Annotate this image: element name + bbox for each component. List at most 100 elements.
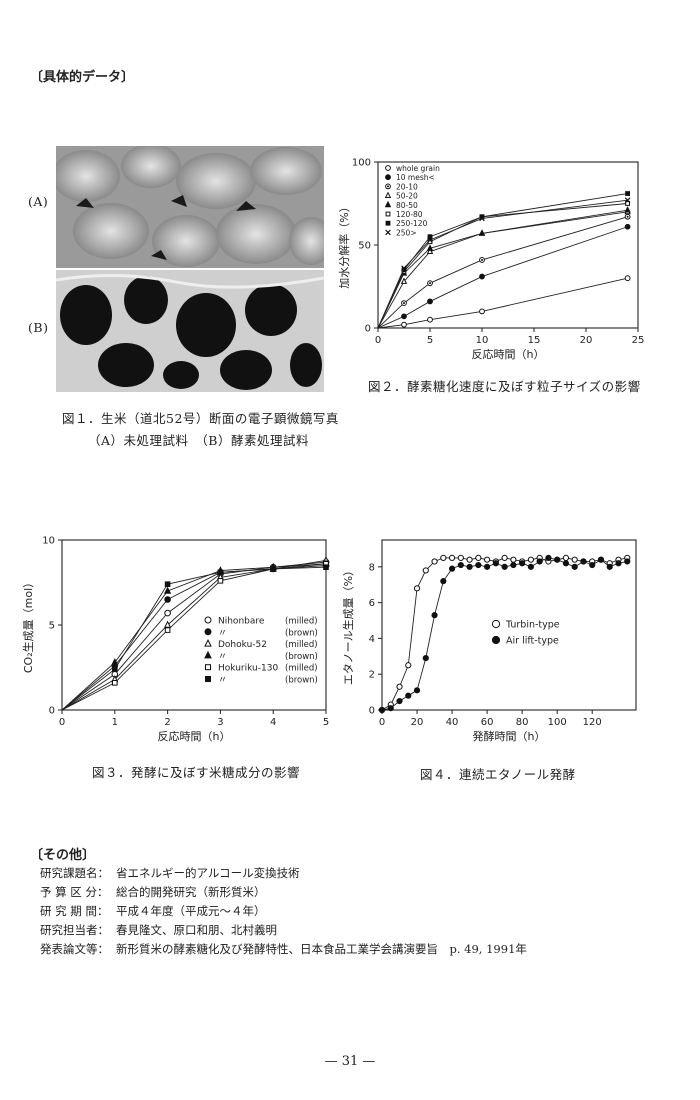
photo-b-label: (B) xyxy=(28,320,49,335)
info-key: 研究担当者： xyxy=(40,923,109,937)
data-point xyxy=(422,567,429,574)
legend-entry: 80-50 xyxy=(396,201,418,210)
x-tick-label: 10 xyxy=(476,335,489,346)
fig2-caption: 図２．酵素糖化速度に及ぼす粒子サイズの影響 xyxy=(368,379,641,394)
x-tick-label: 120 xyxy=(583,717,602,728)
series-line xyxy=(377,277,628,329)
legend-entry: whole grain xyxy=(396,164,440,173)
data-point xyxy=(384,200,392,208)
x-tick-label: 5 xyxy=(427,335,433,346)
data-point xyxy=(440,554,447,561)
x-tick-label: 3 xyxy=(217,717,223,728)
x-tick-label: 100 xyxy=(548,717,567,728)
x-tick-label: 80 xyxy=(516,717,529,728)
y-tick-label: 8 xyxy=(369,562,375,573)
legend-entry: Nihonbare xyxy=(218,617,265,627)
data-point xyxy=(385,165,391,171)
series-line xyxy=(381,557,628,711)
data-point xyxy=(484,563,491,570)
data-point xyxy=(205,676,211,682)
x-tick-label: 20 xyxy=(580,335,593,346)
data-point xyxy=(378,706,386,714)
data-point xyxy=(501,554,508,561)
data-point xyxy=(204,616,212,624)
legend-entry: 〃 xyxy=(218,676,227,686)
info-value: 総合的開発研究（新形質米） xyxy=(116,885,266,899)
data-point xyxy=(491,635,501,645)
info-value: 平成４年度（平成元～４年） xyxy=(116,904,266,918)
legend-entry: 50-20 xyxy=(396,192,418,201)
data-point xyxy=(384,191,392,198)
data-point xyxy=(427,237,433,243)
data-point xyxy=(112,666,118,672)
legend-entry: 250-120 xyxy=(396,219,428,228)
y-tick-label: 6 xyxy=(369,598,375,609)
data-point xyxy=(431,612,438,619)
data-point xyxy=(571,556,578,563)
data-point xyxy=(492,560,499,567)
y-axis-label: 加水分解率（%） xyxy=(337,201,351,288)
data-point xyxy=(426,247,434,255)
info-value: 省エネルギー的アルコール変換技術 xyxy=(116,866,300,880)
legend-entry: Turbin-type xyxy=(505,620,560,631)
info-row: 発表論文等： 新形質米の酵素糖化及び発酵特性、日本食品工業学会講演要旨 p. 49… xyxy=(40,940,680,959)
data-point xyxy=(448,554,456,561)
photo-a-label: (A) xyxy=(28,194,49,209)
data-point xyxy=(501,563,508,570)
data-point xyxy=(427,316,433,323)
y-tick-label: 50 xyxy=(358,241,371,252)
fig1-caption: 図１．生米（道北52号）断面の電子顕微鏡写真 xyxy=(62,411,339,426)
data-point xyxy=(204,650,212,659)
legend-entry: 250> xyxy=(396,228,417,237)
data-point xyxy=(385,229,391,236)
x-axis-label: 発酵時間（h） xyxy=(473,729,546,743)
plot-frame xyxy=(381,539,637,711)
legend-type: (milled) xyxy=(285,640,318,650)
info-row: 研究担当者： 春見隆文、原口和朋、北村義明 xyxy=(40,921,680,940)
x-axis-label: 反応時間（h） xyxy=(158,729,231,743)
data-point xyxy=(491,619,501,629)
data-point xyxy=(624,197,631,204)
series-line xyxy=(61,563,327,711)
data-point xyxy=(479,273,485,280)
x-tick-label: 2 xyxy=(164,717,170,728)
data-point xyxy=(624,275,631,282)
data-point xyxy=(589,561,596,569)
data-point xyxy=(164,609,171,617)
x-tick-label: 0 xyxy=(59,717,65,728)
data-point xyxy=(625,191,631,196)
data-point xyxy=(385,211,391,217)
data-point xyxy=(466,563,473,570)
data-point xyxy=(163,620,172,628)
data-point xyxy=(484,556,491,563)
info-value: 春見隆文、原口和朋、北村義明 xyxy=(116,923,277,937)
page-number: — 31 — xyxy=(324,1054,376,1069)
y-tick-label: 5 xyxy=(49,621,55,632)
y-tick-label: 0 xyxy=(369,706,375,717)
data-point xyxy=(624,223,631,230)
fig4-caption: 図４．連続エタノール発酵 xyxy=(420,767,576,782)
info-row: 研 究 期 間： 平成４年度（平成元～４年） xyxy=(40,902,680,921)
data-point xyxy=(624,206,631,213)
data-point-dot xyxy=(481,258,483,261)
data-point xyxy=(385,174,391,181)
y-tick-label: 100 xyxy=(352,158,371,169)
data-point xyxy=(323,564,329,571)
x-tick-label: 60 xyxy=(481,717,494,728)
legend-type: (brown) xyxy=(285,676,318,686)
info-key: 研 究 期 間： xyxy=(40,904,109,918)
legend-type: (milled) xyxy=(285,617,318,627)
data-point xyxy=(401,321,407,328)
data-point xyxy=(401,313,407,320)
project-info: 研究課題名： 省エネルギー的アルコール変換技術 予 算 区 分： 総合的開発研究（新… xyxy=(40,864,680,959)
x-tick-label: 4 xyxy=(270,717,276,728)
data-point-dot xyxy=(626,215,629,218)
fig4-ethanol-chart: 0 20 40 60 80 100 120 0 2 4 6 8 発酵時間（h） エタノール生成量（%） Tu… xyxy=(341,539,637,743)
y-axis-label: CO₂生成量（mol） xyxy=(22,577,35,673)
section-heading-data: 〔具体的データ〕 xyxy=(30,70,135,85)
data-point xyxy=(527,563,534,570)
legend-type: (milled) xyxy=(285,664,318,674)
info-key: 発表論文等： xyxy=(40,942,109,956)
info-row: 研究課題名： 省エネルギー的アルコール変換技術 xyxy=(40,864,680,883)
data-point xyxy=(466,556,473,563)
